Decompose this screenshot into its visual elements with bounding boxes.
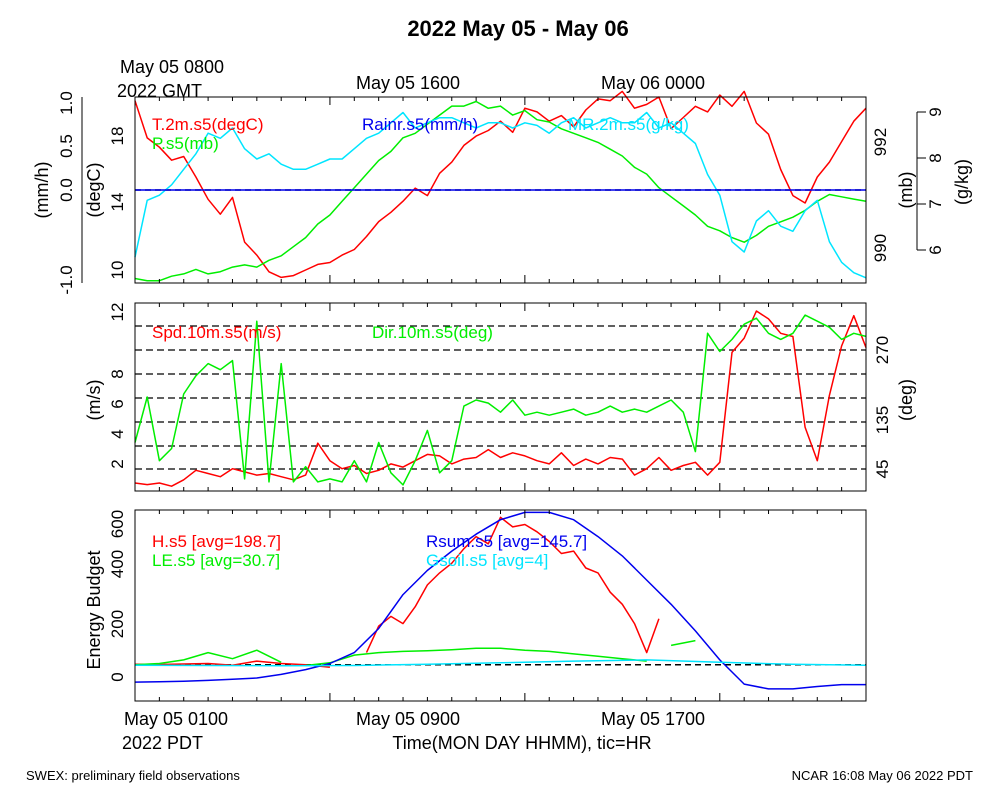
rain-tick-2: 0.5 <box>57 134 76 158</box>
series-line-bottom-3 <box>134 659 867 667</box>
speed-tick-2: 8 <box>108 369 127 378</box>
speed-tick-1: 12 <box>108 303 127 322</box>
mr-tick-2: 8 <box>926 153 945 162</box>
x-axis-label: Time(MON DAY HHMM), tic=HR <box>392 733 651 753</box>
mr-tick-4: 6 <box>926 245 945 254</box>
top-time-label-2: May 05 1600 <box>356 73 460 93</box>
dir-axis-label: (deg) <box>896 379 916 421</box>
series-line-top-0 <box>134 90 867 279</box>
energy-tick-1: 600 <box>108 510 127 538</box>
dir-tick-2: 135 <box>873 406 892 434</box>
panel-top: 1.0 0.5 0.0 -1.0 (mm/h) 18 14 10 (degC) … <box>32 90 972 295</box>
panel-bottom: 600 400 200 0 Energy Budget H.s5 [avg=19… <box>84 509 867 702</box>
panel-middle: 12 8 6 4 2 (m/s) 270 135 45 (deg) Spd.10… <box>84 302 916 492</box>
bottom-time-label-2: May 05 0900 <box>356 709 460 729</box>
speed-axis-label: (m/s) <box>84 380 104 421</box>
top-time-label-1: May 05 0800 <box>120 57 224 77</box>
speed-tick-3: 6 <box>108 399 127 408</box>
legend-pres: P.s5(mb) <box>152 134 219 153</box>
rain-tick-4: -1.0 <box>57 265 76 294</box>
energy-tick-2: 400 <box>108 550 127 578</box>
series-line-bottom-0 <box>365 516 660 654</box>
legend-gsoil: Gsoil.s5 [avg=4] <box>426 551 548 570</box>
legend-speed: Spd.10m.s5(m/s) <box>152 323 281 342</box>
panel-middle-series <box>134 310 867 487</box>
bottom-time-label-3: May 05 1700 <box>601 709 705 729</box>
series-line-bottom-1 <box>305 647 647 667</box>
legend-temp: T.2m.s5(degC) <box>152 115 263 134</box>
series-line-top-1 <box>134 100 867 282</box>
dir-tick-1: 270 <box>873 336 892 364</box>
top-time-label-3: May 06 0000 <box>601 73 705 93</box>
pres-axis-label: (mb) <box>896 172 916 209</box>
bottom-time-label-1: May 05 0100 <box>124 709 228 729</box>
temp-tick-1: 18 <box>108 127 127 146</box>
pres-tick-2: 990 <box>871 234 890 262</box>
dir-tick-3: 45 <box>873 460 892 479</box>
energy-tick-3: 200 <box>108 610 127 638</box>
series-line-bottom-2 <box>134 511 866 690</box>
chart-title: 2022 May 05 - May 06 <box>407 16 628 41</box>
temp-axis-label: (degC) <box>84 162 104 217</box>
bottom-time-label-1-sub: 2022 PDT <box>122 733 203 753</box>
series-line-middle-0 <box>134 310 867 487</box>
legend-mr: MR.2m.s5(g/kg) <box>568 115 689 134</box>
pres-tick-1: 992 <box>871 128 890 156</box>
speed-tick-4: 4 <box>108 429 127 438</box>
legend-h: H.s5 [avg=198.7] <box>152 532 281 551</box>
series-line-bottom-1 <box>670 639 696 647</box>
legend-le: LE.s5 [avg=30.7] <box>152 551 280 570</box>
series-line-middle-1 <box>134 314 867 486</box>
legend-dir: Dir.10m.s5(deg) <box>372 323 493 342</box>
mr-tick-3: 7 <box>926 199 945 208</box>
energy-tick-4: 0 <box>108 672 127 681</box>
footer-left: SWEX: preliminary field observations <box>26 768 240 783</box>
legend-rain: Rainr.s5(mm/h) <box>362 115 478 134</box>
energy-axis-label: Energy Budget <box>84 550 104 669</box>
panel-top-series <box>134 90 867 282</box>
speed-tick-5: 2 <box>108 459 127 468</box>
top-time-label-1-sub: 2022 GMT <box>117 81 202 101</box>
rain-tick-3: 0.0 <box>57 178 76 202</box>
rain-axis-label: (mm/h) <box>32 162 52 219</box>
mr-tick-1: 9 <box>926 107 945 116</box>
series-line-top-2 <box>134 111 867 279</box>
rain-tick-1: 1.0 <box>57 91 76 115</box>
footer-right: NCAR 16:08 May 06 2022 PDT <box>792 768 973 783</box>
temp-tick-2: 14 <box>108 193 127 212</box>
legend-rsum: Rsum.s5 [avg=145.7] <box>426 532 587 551</box>
temp-tick-3: 10 <box>108 261 127 280</box>
mr-axis-label: (g/kg) <box>952 159 972 205</box>
series-line-bottom-1 <box>134 649 282 666</box>
panel-bottom-series <box>134 511 867 690</box>
